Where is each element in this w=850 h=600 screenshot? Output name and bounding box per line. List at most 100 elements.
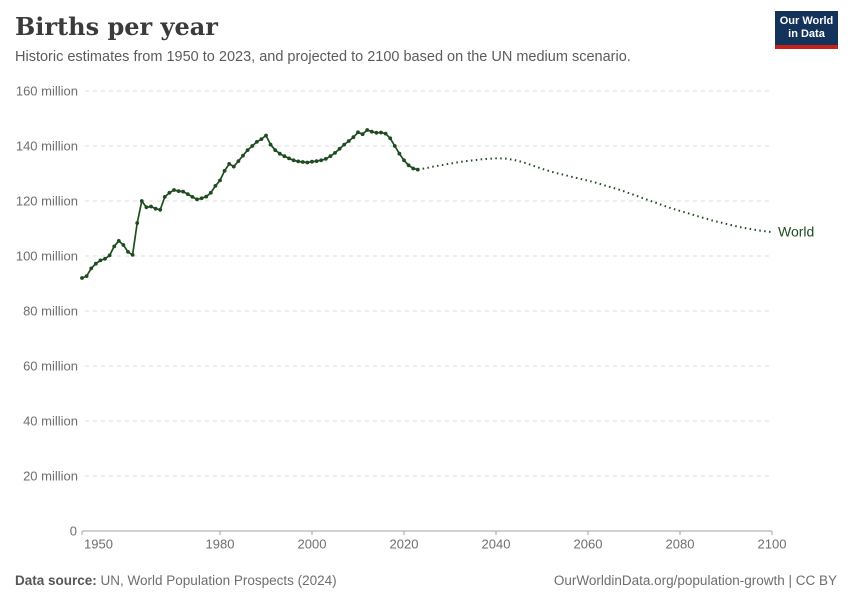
historic-point <box>176 189 181 193</box>
historic-point <box>310 159 314 164</box>
historic-point <box>268 142 273 147</box>
historic-point <box>291 158 296 163</box>
data-source-label: Data source: <box>15 573 97 588</box>
historic-point <box>116 239 121 243</box>
historic-point <box>296 159 301 164</box>
y-tick-label: 140 million <box>16 139 78 154</box>
historic-point <box>323 157 328 161</box>
historic-point <box>158 207 163 212</box>
owid-logo-text: Our World in Data <box>775 11 838 45</box>
historic-point <box>144 205 149 210</box>
owid-logo[interactable]: Our World in Data <box>775 11 838 49</box>
historic-point <box>130 253 135 257</box>
historic-point <box>333 151 337 155</box>
historic-point <box>236 159 241 163</box>
historic-point <box>328 154 333 159</box>
historic-point <box>273 148 278 152</box>
historic-point <box>80 276 84 280</box>
historic-point <box>190 195 195 199</box>
historic-point <box>93 261 98 266</box>
historic-point <box>208 190 213 195</box>
x-tick-label: 2100 <box>758 537 787 552</box>
historic-point <box>415 167 420 172</box>
historic-point <box>356 130 360 135</box>
y-tick-label: 160 million <box>16 84 78 99</box>
x-tick-label: 1950 <box>84 537 113 552</box>
historic-point <box>222 168 227 173</box>
y-tick-label: 20 million <box>23 469 78 484</box>
historic-point <box>162 195 167 199</box>
historic-point <box>204 194 209 199</box>
x-tick-label: 2020 <box>390 537 419 552</box>
historic-point <box>282 154 287 159</box>
historic-point <box>250 144 255 148</box>
historic-point <box>135 221 140 225</box>
historic-point <box>314 159 319 163</box>
historic-point <box>287 156 291 161</box>
y-tick-label: 120 million <box>16 194 78 209</box>
historic-point <box>374 130 379 135</box>
historic-point <box>139 199 144 203</box>
historic-point <box>185 192 190 196</box>
world-series-label: World <box>778 224 814 240</box>
historic-point <box>153 206 158 211</box>
historic-point <box>241 153 245 158</box>
historic-point <box>112 244 117 249</box>
historic-point <box>360 132 365 137</box>
historic-point <box>259 137 264 141</box>
historic-point <box>277 151 282 156</box>
historic-point <box>392 144 397 148</box>
historic-point <box>379 130 383 135</box>
data-source: Data source: UN, World Population Prospe… <box>15 573 337 588</box>
owid-logo-red-bar <box>775 45 838 49</box>
historic-point <box>351 135 356 140</box>
historic-point <box>172 188 176 192</box>
y-tick-label: 40 million <box>23 414 78 429</box>
y-tick-label: 80 million <box>23 304 78 319</box>
historic-point <box>195 197 199 202</box>
x-tick-label: 2080 <box>666 537 695 552</box>
historic-point <box>149 204 153 209</box>
projection-line <box>417 157 773 234</box>
chart-footer: Data source: UN, World Population Prospe… <box>15 573 837 588</box>
x-tick-label: 2000 <box>298 537 327 552</box>
y-tick-label: 60 million <box>23 359 78 374</box>
page-title: Births per year <box>15 12 218 41</box>
historic-point <box>199 196 204 201</box>
page-subtitle: Historic estimates from 1950 to 2023, an… <box>15 49 631 65</box>
y-zero-label: 0 <box>70 524 77 539</box>
historic-point <box>84 274 89 278</box>
historic-point <box>103 256 107 261</box>
historic-point <box>121 243 126 247</box>
historic-point <box>107 253 112 258</box>
owid-logo-line1: Our World <box>779 15 834 27</box>
historic-point <box>383 131 388 136</box>
historic-point <box>264 133 268 138</box>
historic-point <box>254 140 259 144</box>
historic-point <box>218 178 222 183</box>
historic-point <box>167 190 172 195</box>
historic-point <box>388 136 393 141</box>
historic-point <box>402 158 406 163</box>
historic-point <box>342 142 347 147</box>
historic-point <box>98 258 103 263</box>
historic-point <box>89 266 94 271</box>
data-source-text: UN, World Population Prospects (2024) <box>96 573 337 588</box>
historic-point <box>181 189 186 194</box>
historic-point <box>337 146 342 151</box>
x-tick-label: 2040 <box>482 537 511 552</box>
credit-link[interactable]: OurWorldinData.org/population-growth | C… <box>553 573 837 588</box>
owid-logo-line2: in Data <box>788 28 825 40</box>
historic-point <box>397 151 402 156</box>
historic-point <box>346 139 351 143</box>
historic-point <box>406 163 411 168</box>
historic-point <box>126 250 130 254</box>
historic-point <box>245 148 250 152</box>
y-tick-label: 100 million <box>16 249 78 264</box>
historic-point <box>365 128 370 132</box>
historic-point <box>319 158 324 163</box>
births-per-year-chart: 0 20 million 40 million 60 million 80 millio… <box>16 84 814 552</box>
historic-point <box>213 184 218 188</box>
historic-point <box>227 162 232 166</box>
